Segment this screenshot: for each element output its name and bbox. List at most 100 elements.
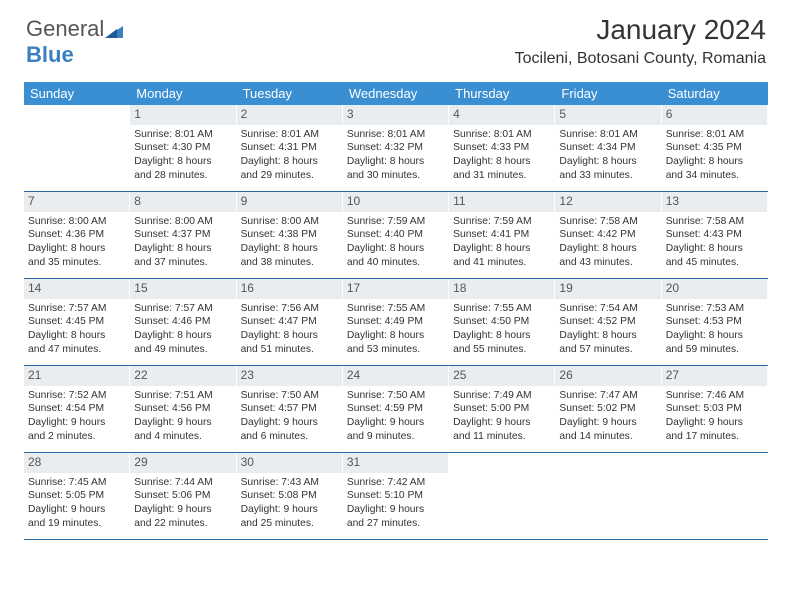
daylight-text: Daylight: 8 hours (666, 242, 763, 256)
day-number: 19 (555, 279, 660, 299)
day-number: 26 (555, 366, 660, 386)
day-cell: 30Sunrise: 7:43 AMSunset: 5:08 PMDayligh… (237, 453, 343, 539)
daylight-text: Daylight: 8 hours (666, 329, 763, 343)
daylight-text: and 38 minutes. (241, 256, 338, 270)
sunrise-text: Sunrise: 7:54 AM (559, 302, 656, 316)
daylight-text: and 37 minutes. (134, 256, 231, 270)
day-number: 21 (24, 366, 129, 386)
sunset-text: Sunset: 4:35 PM (666, 141, 763, 155)
sunset-text: Sunset: 5:02 PM (559, 402, 656, 416)
sunrise-text: Sunrise: 7:50 AM (347, 389, 444, 403)
sunset-text: Sunset: 4:32 PM (347, 141, 444, 155)
sunset-text: Sunset: 4:45 PM (28, 315, 125, 329)
sunset-text: Sunset: 5:08 PM (241, 489, 338, 503)
sunset-text: Sunset: 4:46 PM (134, 315, 231, 329)
brand-triangle-icon (105, 24, 123, 38)
daylight-text: and 53 minutes. (347, 343, 444, 357)
daylight-text: and 57 minutes. (559, 343, 656, 357)
daylight-text: and 34 minutes. (666, 169, 763, 183)
day-number: 11 (449, 192, 554, 212)
sunset-text: Sunset: 5:03 PM (666, 402, 763, 416)
sunrise-text: Sunrise: 8:00 AM (28, 215, 125, 229)
day-cell: 21Sunrise: 7:52 AMSunset: 4:54 PMDayligh… (24, 366, 130, 452)
day-header: Friday (555, 82, 661, 105)
sunrise-text: Sunrise: 7:59 AM (453, 215, 550, 229)
day-cell: 9Sunrise: 8:00 AMSunset: 4:38 PMDaylight… (237, 192, 343, 278)
day-number: 27 (662, 366, 767, 386)
sunset-text: Sunset: 4:37 PM (134, 228, 231, 242)
sunset-text: Sunset: 4:56 PM (134, 402, 231, 416)
day-number: 4 (449, 105, 554, 125)
day-header: Monday (130, 82, 236, 105)
daylight-text: Daylight: 8 hours (134, 155, 231, 169)
week-row: 21 Sunrise: 7:52 AMSunset: 4:54 PM Dayligh… (24, 366, 768, 453)
daylight-text: and 43 minutes. (559, 256, 656, 270)
sunrise-text: Sunrise: 8:01 AM (347, 128, 444, 142)
day-cell: 24Sunrise: 7:50 AMSunset: 4:59 PMDayligh… (343, 366, 449, 452)
sunrise-text: Sunrise: 7:55 AM (453, 302, 550, 316)
daylight-text: and 41 minutes. (453, 256, 550, 270)
day-cell: 22Sunrise: 7:51 AMSunset: 4:56 PMDayligh… (130, 366, 236, 452)
daylight-text: and 30 minutes. (347, 169, 444, 183)
day-cell: 29Sunrise: 7:44 AMSunset: 5:06 PMDayligh… (130, 453, 236, 539)
sunset-text: Sunset: 4:43 PM (666, 228, 763, 242)
day-cell: 31Sunrise: 7:42 AMSunset: 5:10 PMDayligh… (343, 453, 449, 539)
day-cell: 20Sunrise: 7:53 AMSunset: 4:53 PMDayligh… (662, 279, 768, 365)
sunset-text: Sunset: 4:50 PM (453, 315, 550, 329)
daylight-text: and 2 minutes. (28, 430, 125, 444)
day-number: 18 (449, 279, 554, 299)
day-number: 1 (130, 105, 235, 125)
day-cell: 2Sunrise: 8:01 AMSunset: 4:31 PMDaylight… (237, 105, 343, 191)
daylight-text: Daylight: 8 hours (241, 155, 338, 169)
sunrise-text: Sunrise: 7:57 AM (134, 302, 231, 316)
sunset-text: Sunset: 4:59 PM (347, 402, 444, 416)
daylight-text: and 31 minutes. (453, 169, 550, 183)
day-number: 22 (130, 366, 235, 386)
day-header-row: Sunday Monday Tuesday Wednesday Thursday… (24, 82, 768, 105)
day-number: 24 (343, 366, 448, 386)
daylight-text: and 33 minutes. (559, 169, 656, 183)
weeks-container: 1Sunrise: 8:01 AMSunset: 4:30 PMDaylight… (24, 105, 768, 540)
week-row: 14Sunrise: 7:57 AMSunset: 4:45 PMDayligh… (24, 279, 768, 366)
daylight-text: Daylight: 9 hours (134, 416, 231, 430)
sunrise-text: Sunrise: 7:49 AM (453, 389, 550, 403)
daylight-text: and 59 minutes. (666, 343, 763, 357)
sunset-text: Sunset: 4:47 PM (241, 315, 338, 329)
day-cell: 13Sunrise: 7:58 AMSunset: 4:43 PMDayligh… (662, 192, 768, 278)
day-number: 2 (237, 105, 342, 125)
day-cell: 18Sunrise: 7:55 AMSunset: 4:50 PMDayligh… (449, 279, 555, 365)
day-header: Saturday (662, 82, 768, 105)
day-number: 6 (662, 105, 767, 125)
day-cell: 19Sunrise: 7:54 AMSunset: 4:52 PMDayligh… (555, 279, 661, 365)
day-number: 17 (343, 279, 448, 299)
daylight-text: and 19 minutes. (28, 517, 125, 531)
day-number: 9 (237, 192, 342, 212)
sunset-text: Sunset: 5:10 PM (347, 489, 444, 503)
week-row: 7Sunrise: 8:00 AMSunset: 4:36 PMDaylight… (24, 192, 768, 279)
day-cell: 28Sunrise: 7:45 AMSunset: 5:05 PMDayligh… (24, 453, 130, 539)
sunrise-text: Sunrise: 7:45 AM (28, 476, 125, 490)
brand-logo: General Blue (26, 16, 123, 68)
day-cell: 4Sunrise: 8:01 AMSunset: 4:33 PMDaylight… (449, 105, 555, 191)
day-number: 31 (343, 453, 448, 473)
daylight-text: Daylight: 8 hours (559, 242, 656, 256)
day-cell: 16Sunrise: 7:56 AMSunset: 4:47 PMDayligh… (237, 279, 343, 365)
day-header: Thursday (449, 82, 555, 105)
day-cell: 17Sunrise: 7:55 AMSunset: 4:49 PMDayligh… (343, 279, 449, 365)
day-number: 13 (662, 192, 767, 212)
page-header: General Blue January 2024 Tocileni, Boto… (0, 0, 792, 82)
daylight-text: Daylight: 8 hours (28, 242, 125, 256)
sunset-text: Sunset: 5:06 PM (134, 489, 231, 503)
day-header: Wednesday (343, 82, 449, 105)
sunrise-text: Sunrise: 7:52 AM (28, 389, 125, 403)
daylight-text: Daylight: 8 hours (453, 242, 550, 256)
daylight-text: Daylight: 8 hours (559, 329, 656, 343)
day-number: 29 (130, 453, 235, 473)
sunset-text: Sunset: 4:54 PM (28, 402, 125, 416)
day-number: 3 (343, 105, 448, 125)
daylight-text: and 9 minutes. (347, 430, 444, 444)
sunrise-text: Sunrise: 7:53 AM (666, 302, 763, 316)
day-cell: 12Sunrise: 7:58 AMSunset: 4:42 PMDayligh… (555, 192, 661, 278)
sunset-text: Sunset: 4:30 PM (134, 141, 231, 155)
daylight-text: Daylight: 9 hours (347, 503, 444, 517)
